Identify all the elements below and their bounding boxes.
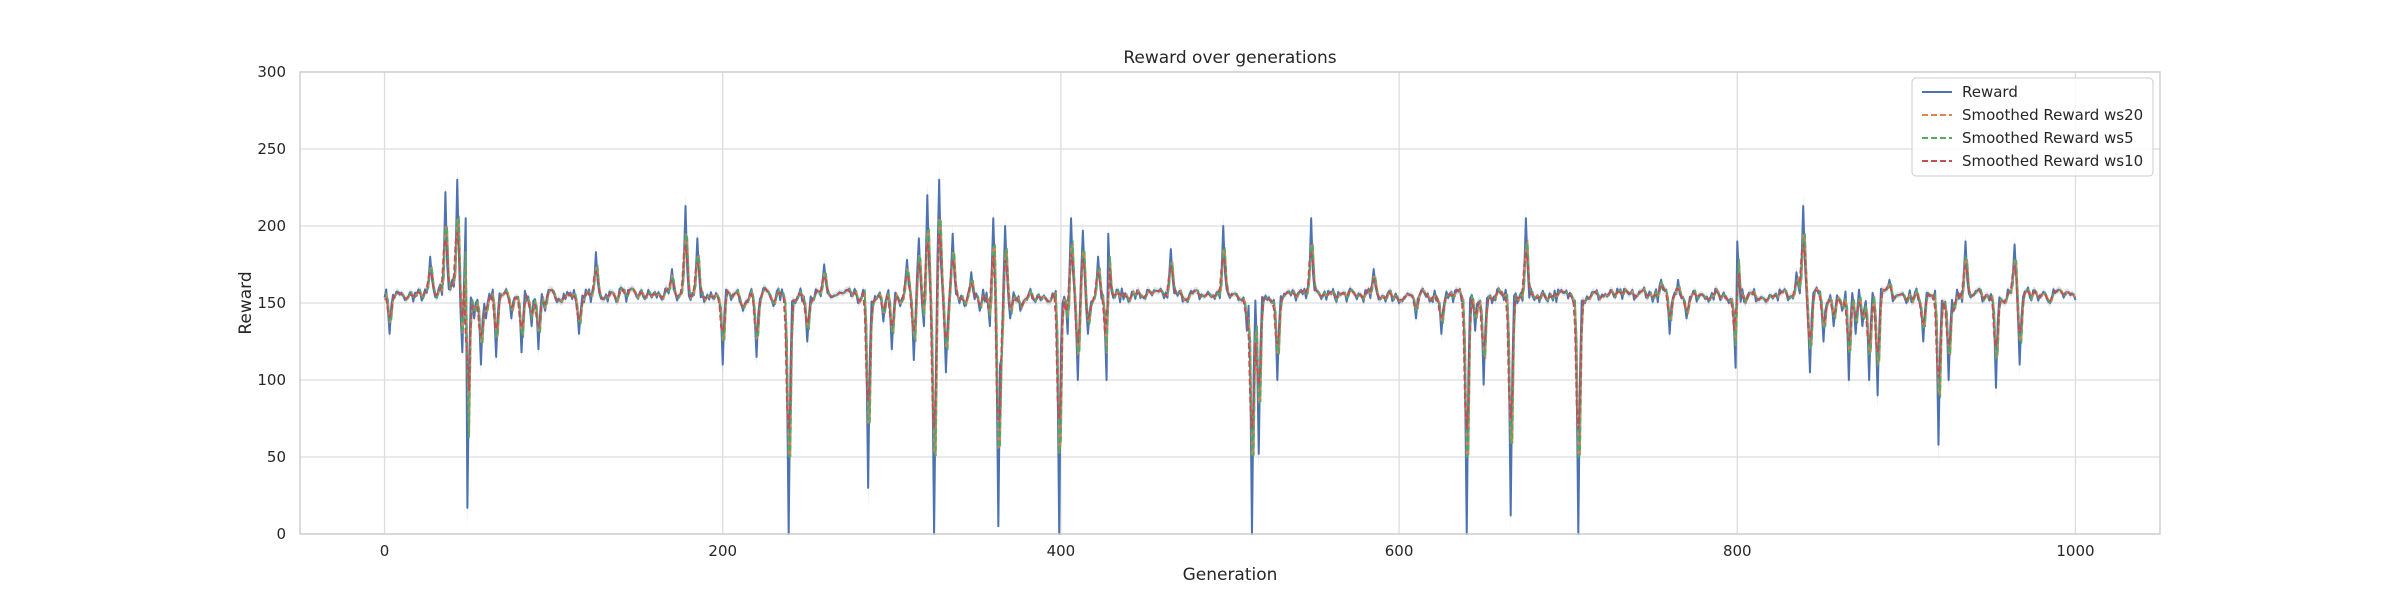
legend-label-ws10: Smoothed Reward ws10: [1962, 152, 2143, 170]
x-tick-label: 400: [1047, 542, 1076, 560]
legend-label-reward: Reward: [1962, 83, 2018, 101]
legend-label-ws5: Smoothed Reward ws5: [1962, 129, 2134, 147]
legend-box: [1911, 77, 2154, 177]
x-tick-label: 0: [380, 542, 390, 560]
y-tick-label: 50: [267, 448, 286, 466]
y-tick-label: 300: [257, 63, 286, 81]
series-lines: [383, 178, 2077, 535]
chart-title: Reward over generations: [1123, 48, 1336, 68]
series-ws10-line: [384, 232, 2077, 431]
x-axis-title: Generation: [1183, 565, 1278, 585]
y-tick-label: 0: [276, 525, 286, 543]
x-tick-label: 1000: [2056, 542, 2094, 560]
tick-labels: 0 200 400 600 800 1000 0 50 100 150 200 250 300: [257, 63, 2094, 560]
y-tick-label: 150: [257, 294, 286, 312]
x-tick-label: 200: [708, 542, 737, 560]
plot-frame: [299, 71, 2161, 535]
y-axis-title: Reward: [236, 271, 256, 334]
legend: Reward Smoothed Reward ws20 Smoothed Rew…: [1911, 77, 2154, 177]
y-tick-label: 200: [257, 217, 286, 235]
y-tick-label: 100: [257, 371, 286, 389]
x-tick-label: 600: [1385, 542, 1414, 560]
legend-label-ws20: Smoothed Reward ws20: [1962, 106, 2143, 124]
x-tick-label: 800: [1723, 542, 1752, 560]
y-tick-label: 250: [257, 140, 286, 158]
